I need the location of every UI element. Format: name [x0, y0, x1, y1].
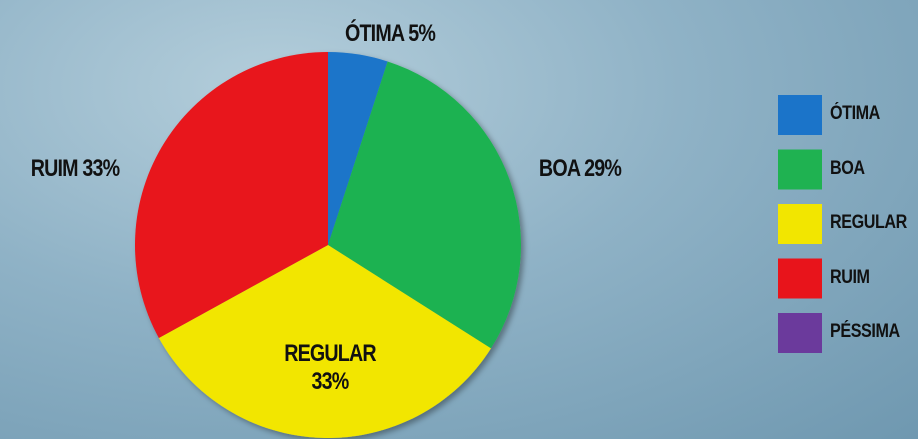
legend-swatch [778, 204, 822, 244]
data-label: REGULAR 33% [273, 340, 388, 396]
legend-label: PÉSSIMA [830, 321, 900, 343]
data-label: RUIM 33% [14, 155, 137, 183]
legend-swatch [778, 150, 822, 190]
page: (() => { const data = JSON.parse(documen… [0, 0, 918, 439]
legend-label: REGULAR [830, 212, 907, 234]
data-label: ÓTIMA 5% [341, 20, 439, 48]
legend-swatch [778, 259, 822, 299]
legend-label: RUIM [830, 267, 870, 289]
legend-label: ÓTIMA [830, 103, 880, 125]
data-label: BOA 29% [531, 155, 629, 183]
legend-swatch [778, 95, 822, 135]
legend-label: BOA [830, 158, 865, 180]
chart [0, 0, 918, 439]
legend-swatch [778, 313, 822, 353]
